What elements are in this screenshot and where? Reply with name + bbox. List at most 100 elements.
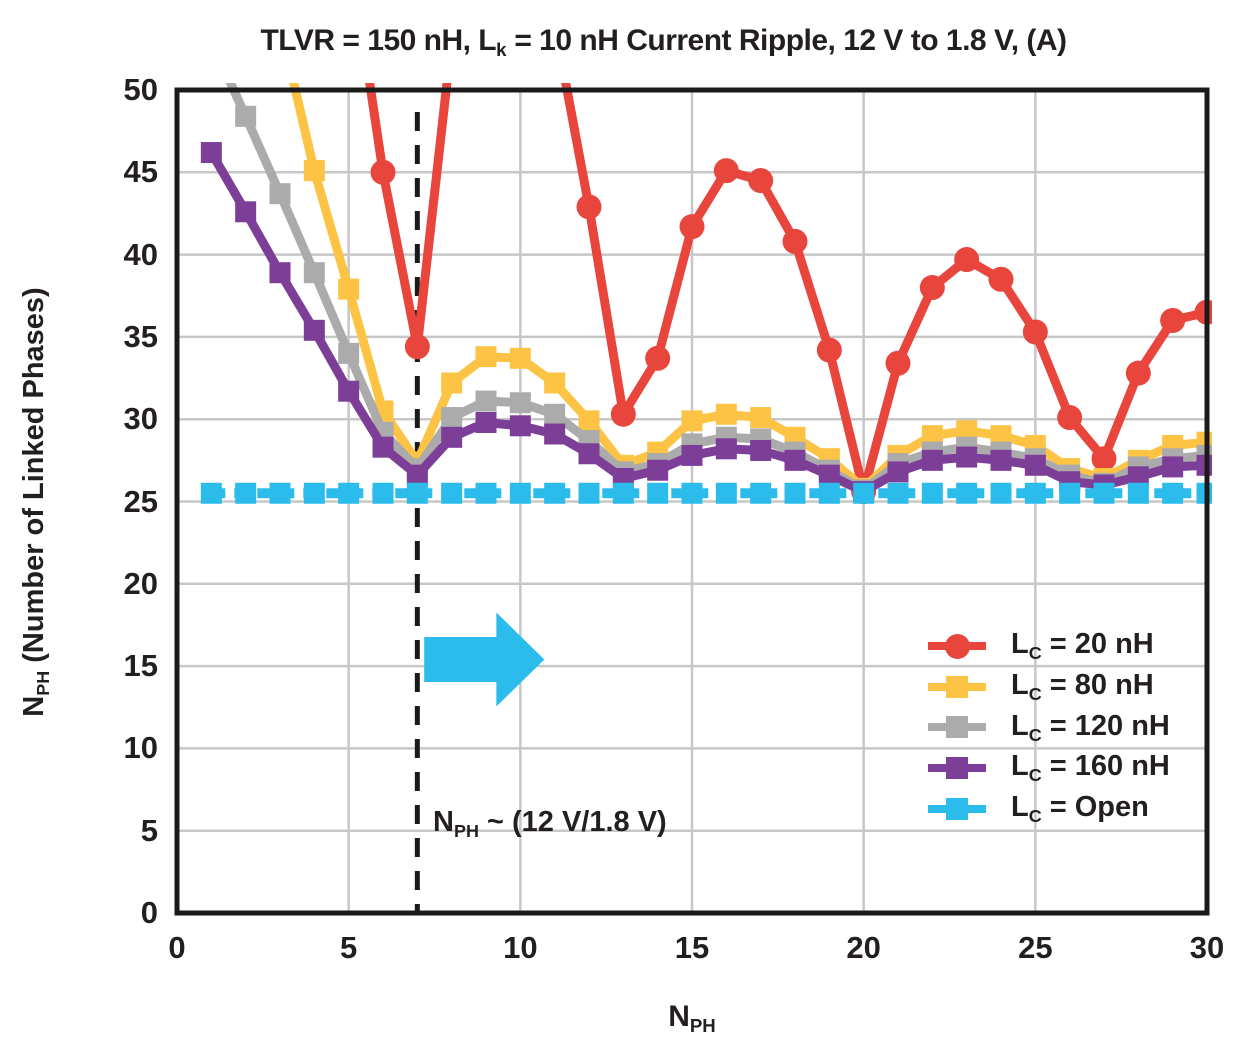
data-point-square: [818, 482, 840, 504]
text-segment: L: [1011, 750, 1029, 783]
data-point-square: [303, 482, 325, 504]
data-point-square: [887, 482, 909, 504]
x-axis-title: NPH: [177, 1000, 1207, 1037]
data-point-circle: [576, 194, 602, 220]
subscript-text: C: [1028, 724, 1042, 745]
data-point-square: [647, 482, 669, 504]
x-tick-label: 5: [340, 930, 358, 965]
data-point-square: [578, 482, 600, 504]
legend-square-icon: [946, 797, 968, 820]
data-point-square: [647, 459, 669, 481]
data-point-square: [338, 380, 360, 402]
y-tick-label: 45: [123, 154, 158, 190]
data-point-square: [1162, 482, 1184, 504]
text-segment: = Open: [1041, 790, 1149, 823]
legend-label: LC = 120 nH: [1011, 710, 1170, 746]
data-point-square: [956, 482, 978, 504]
data-point-square: [750, 407, 772, 429]
data-point-square: [681, 410, 703, 432]
y-tick-label: 30: [123, 401, 158, 437]
data-point-square: [1024, 482, 1046, 504]
series-line: [289, 83, 1212, 493]
series-lc-open: [200, 482, 1212, 504]
data-point-circle: [782, 228, 808, 254]
text-segment: L: [1011, 669, 1029, 702]
data-point-circle: [1125, 360, 1151, 386]
data-point-square: [441, 482, 463, 504]
data-point-square: [956, 446, 978, 468]
data-point-square: [406, 482, 428, 504]
legend-square-icon: [946, 757, 968, 780]
data-point-square: [338, 342, 360, 364]
data-point-circle: [1057, 405, 1083, 431]
y-tick-label: 25: [123, 483, 158, 519]
data-point-square: [338, 278, 360, 300]
subscript-text: C: [1028, 683, 1042, 704]
data-point-square: [269, 482, 291, 504]
data-point-square: [200, 142, 222, 164]
subscript-text: k: [496, 38, 507, 60]
data-point-square: [784, 482, 806, 504]
data-point-square: [578, 410, 600, 432]
data-point-square: [750, 482, 772, 504]
data-point-square: [338, 482, 360, 504]
data-point-square: [921, 449, 943, 471]
annotation-nph-ratio: NPH ~ (12 V/1.8 V): [433, 806, 667, 842]
text-segment: TLVR = 150 nH, L: [260, 24, 497, 57]
data-point-square: [1162, 456, 1184, 478]
subscript-text: PH: [453, 820, 479, 841]
data-point-square: [475, 411, 497, 433]
subscript-text: C: [1028, 643, 1042, 664]
legend-item: LC = 120 nH: [928, 707, 1170, 748]
text-segment: ~ (12 V/1.8 V): [478, 806, 667, 838]
data-point-square: [853, 482, 875, 504]
series-lc-20-nh: [365, 83, 1212, 505]
data-point-square: [235, 201, 257, 223]
x-tick-label: 15: [674, 930, 710, 965]
y-tick-label: 0: [140, 895, 158, 930]
subscript-text: C: [1028, 764, 1042, 785]
data-point-square: [1093, 482, 1115, 504]
data-point-square: [578, 443, 600, 465]
legend-label: LC = 160 nH: [1011, 750, 1170, 786]
text-segment: = 10 nH Current Ripple, 12 V to 1.8 V, (…: [506, 24, 1067, 57]
subscript-text: C: [1028, 805, 1042, 826]
text-segment: = 160 nH: [1041, 750, 1170, 783]
data-point-square: [269, 183, 291, 205]
x-tick-label: 25: [1018, 930, 1053, 965]
data-point-square: [475, 346, 497, 368]
y-tick-label: 10: [123, 730, 158, 766]
text-segment: (Number of Linked Phases): [18, 287, 50, 671]
legend-label: LC = Open: [1011, 791, 1149, 827]
data-point-square: [372, 482, 394, 504]
data-point-square: [544, 403, 566, 425]
text-segment: L: [1011, 628, 1029, 661]
legend-marker-circle: [928, 633, 986, 660]
data-point-circle: [610, 401, 636, 427]
data-point-circle: [954, 247, 980, 273]
x-tick-label: 10: [503, 930, 538, 965]
text-segment: N: [668, 1000, 690, 1033]
data-point-square: [269, 262, 291, 284]
data-point-square: [715, 438, 737, 460]
arrow-right-icon: [424, 612, 545, 707]
legend-square-icon: [946, 716, 968, 739]
data-point-square: [509, 415, 531, 437]
data-point-circle: [885, 350, 911, 376]
data-point-square: [1127, 466, 1149, 488]
series-line: [225, 83, 1212, 495]
data-point-square: [921, 482, 943, 504]
legend-item: LC = Open: [928, 788, 1170, 829]
data-point-circle: [404, 334, 430, 360]
data-point-circle: [679, 214, 705, 240]
data-point-square: [715, 482, 737, 504]
legend-label: LC = 20 nH: [1011, 628, 1154, 664]
y-tick-label: 15: [123, 648, 158, 684]
data-point-square: [303, 160, 325, 182]
data-point-square: [681, 482, 703, 504]
data-point-square: [303, 319, 325, 341]
data-point-circle: [1091, 446, 1117, 472]
